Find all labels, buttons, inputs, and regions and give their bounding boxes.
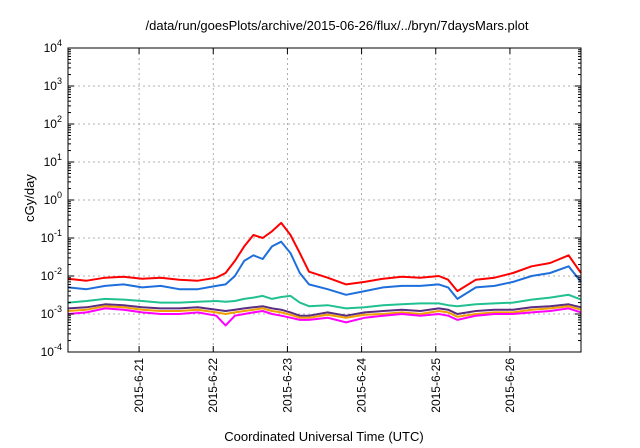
- y-tick-label: 102: [44, 114, 62, 131]
- chart-title: /data/run/goesPlots/archive/2015-06-26/f…: [146, 18, 529, 33]
- y-tick-label: 10-1: [41, 228, 62, 245]
- x-tick-label: 2015-6-24: [355, 358, 369, 413]
- x-axis-label: Coordinated Universal Time (UTC): [224, 429, 423, 444]
- y-tick-label: 10-4: [41, 342, 62, 359]
- x-tick-label: 2015-6-26: [503, 358, 517, 413]
- series-line: [67, 305, 582, 319]
- y-tick-labels: 10-4 10-3 10-2 10-1 100 101 102 103 104: [41, 38, 62, 359]
- ticks: [68, 47, 581, 353]
- series-line: [67, 303, 582, 317]
- y-tick-label: 100: [44, 190, 62, 207]
- y-tick-label: 103: [44, 76, 62, 93]
- y-tick-label: 101: [44, 152, 62, 169]
- x-tick-label: 2015-6-23: [280, 358, 294, 413]
- y-tick-label: 10-2: [41, 266, 62, 283]
- series-line: [67, 240, 582, 300]
- x-tick-labels: 2015-6-21 2015-6-22 2015-6-23 2015-6-24 2015…: [132, 358, 517, 413]
- y-axis-label: cGy/day: [22, 174, 37, 222]
- y-tick-label: 10-3: [41, 304, 62, 321]
- x-tick-label: 2015-6-21: [132, 358, 146, 413]
- series-line: [67, 307, 582, 327]
- x-tick-label: 2015-6-25: [429, 358, 443, 413]
- series-line: [67, 293, 582, 310]
- y-tick-label: 104: [44, 38, 62, 55]
- grid: [68, 48, 581, 352]
- series-line: [67, 221, 582, 293]
- series-lines: [67, 221, 582, 327]
- x-tick-label: 2015-6-22: [206, 358, 220, 413]
